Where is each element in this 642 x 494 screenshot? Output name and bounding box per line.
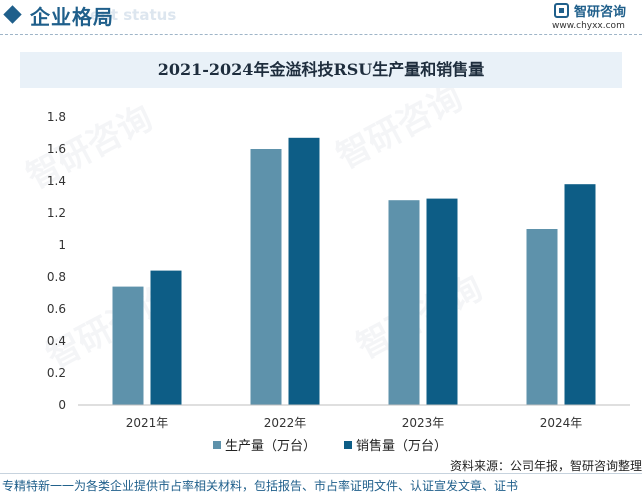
x-tick-label: 2023年: [402, 416, 445, 430]
y-tick-label: 0: [58, 398, 66, 412]
y-tick-label: 1.8: [47, 110, 66, 124]
legend-item-production: 生产量（万台）: [213, 435, 316, 454]
brand-logo-icon: [554, 3, 569, 18]
bar-production-4: [526, 229, 558, 405]
bar-sales-1: [150, 270, 182, 405]
x-tick-label: 2024年: [540, 416, 583, 430]
legend-label-production: 生产量（万台）: [225, 439, 317, 454]
x-tick-label: 2021年: [126, 416, 169, 430]
bar-sales-4: [564, 184, 596, 405]
source-note: 资料来源：公司年报，智研咨询整理: [449, 459, 642, 473]
bar-production-1: [112, 286, 144, 405]
legend-label-sales: 销售量（万台）: [356, 439, 448, 454]
bar-production-3: [388, 200, 420, 405]
footer-divider: [0, 473, 642, 474]
bars: [112, 137, 596, 406]
footer-disclaimer: 专精特新一一为各类企业提供市占率相关材料，包括报告、市占率证明文件、认证宣发文章…: [2, 479, 519, 493]
brand-name: 智研咨询: [574, 5, 627, 20]
y-tick-label: 1.2: [47, 206, 66, 220]
bar-production-2: [250, 149, 282, 405]
legend-swatch-production: [213, 441, 221, 449]
header-subtitle: ent status: [90, 6, 177, 24]
chart-title: 2021-2024年金溢科技RSU生产量和销售量: [157, 60, 485, 79]
legend-item-sales: 销售量（万台）: [344, 435, 447, 454]
y-tick-label: 1.6: [47, 142, 66, 156]
y-tick-label: 0.4: [47, 334, 66, 348]
y-tick-label: 1.4: [47, 174, 66, 188]
y-tick-label: 0.6: [47, 302, 66, 316]
section-title: 企业格局: [30, 5, 114, 29]
legend-swatch-sales: [344, 441, 352, 449]
bar-sales-3: [426, 198, 458, 405]
bar-chart: 00.20.40.60.811.21.41.61.8 2021年 2022年 202…: [47, 110, 630, 430]
y-tick-label: 0.8: [47, 270, 66, 284]
y-axis: 0 0.2 0.4 0.6 0.8 1 1.2 1.4 1.6 1.8: [47, 110, 66, 412]
x-axis: 2021年 2022年 2023年 2024年: [126, 416, 583, 430]
y-tick-label: 1: [58, 238, 66, 252]
y-tick-label: 0.2: [47, 366, 66, 380]
bar-sales-2: [288, 137, 320, 406]
x-tick-label: 2022年: [264, 416, 307, 430]
header-divider: [0, 34, 642, 35]
brand-url: www.chyxx.com: [552, 21, 625, 31]
page-header: ent status 企业格局 智研咨询 www.chyxx.com: [0, 0, 642, 36]
chart-title-bar: 2021-2024年金溢科技RSU生产量和销售量: [20, 52, 622, 88]
